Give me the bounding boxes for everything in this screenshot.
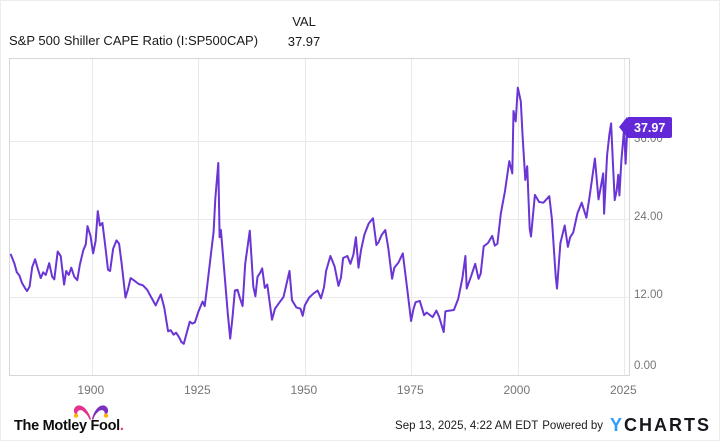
x-tick-label: 1925: [183, 383, 211, 397]
timestamp: Sep 13, 2025, 4:22 AM EDT: [395, 419, 539, 432]
val-column-header: VAL: [292, 14, 316, 29]
motley-fool-wordmark: The Motley Fool.: [14, 418, 124, 434]
val-current-value: 37.97: [287, 34, 321, 49]
ycharts-logo[interactable]: YCHARTS: [610, 415, 711, 436]
val-column: VAL 37.97: [280, 14, 328, 49]
motley-fool-logo: The Motley Fool.: [14, 401, 124, 435]
footer-attribution: Sep 13, 2025, 4:22 AM EDT Powered by YCH…: [395, 415, 711, 436]
y-tick-label: 24.00: [634, 210, 663, 223]
x-tick-label: 2000: [503, 383, 531, 397]
x-tick-label: 1900: [77, 383, 105, 397]
chart-plot-area[interactable]: [9, 58, 630, 376]
powered-by-label: Powered by: [542, 419, 603, 432]
chart-title: S&P 500 Shiller CAPE Ratio (I:SP500CAP): [9, 33, 259, 48]
last-value-text: 37.97: [634, 120, 666, 135]
x-tick-label: 1975: [396, 383, 424, 397]
y-tick-label: 12.00: [634, 288, 663, 301]
ycharts-logo-charts: CHARTS: [624, 415, 711, 435]
last-value-label: 37.97: [618, 116, 673, 138]
logo-period: .: [119, 418, 124, 434]
x-tick-label: 2025: [609, 383, 637, 397]
x-tick-label: 1950: [290, 383, 318, 397]
chart-canvas: [10, 59, 629, 375]
ycharts-logo-y: Y: [609, 415, 624, 435]
y-tick-label: 0.00: [634, 360, 657, 372]
cape-ratio-line: [10, 86, 629, 345]
jester-hat-icon: [73, 405, 109, 420]
